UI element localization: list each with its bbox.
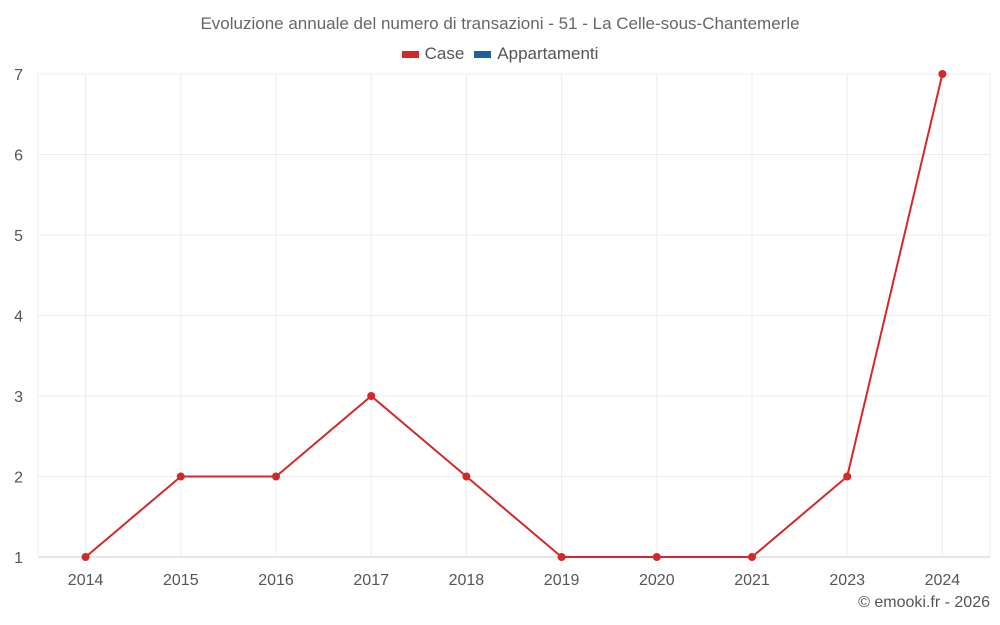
y-tick-label: 7 [14, 67, 23, 84]
legend-label-case: Case [424, 44, 465, 63]
x-tick-label: 2018 [449, 572, 485, 589]
credit-text: © emooki.fr - 2026 [858, 594, 990, 611]
legend-item-appartamenti[interactable]: Appartamenti [474, 44, 598, 64]
data-point [557, 553, 566, 561]
data-point [272, 472, 280, 481]
x-tick-label: 2014 [68, 572, 104, 589]
legend-item-case[interactable]: Case [401, 44, 465, 64]
x-tick-label: 2024 [925, 572, 961, 589]
data-point [938, 70, 947, 78]
legend: Case Appartamenti [0, 44, 1000, 64]
series-line-case [84, 73, 944, 558]
x-tick-label: 2021 [734, 572, 770, 589]
data-point [81, 553, 90, 561]
legend-swatch-appartamenti [474, 50, 492, 58]
legend-swatch-case [401, 50, 419, 58]
x-tick-label: 2020 [639, 572, 675, 589]
x-tick-label: 2016 [258, 572, 294, 589]
x-tick-label: 2015 [163, 572, 199, 589]
data-point [367, 392, 376, 400]
data-point [462, 472, 471, 481]
chart-title: Evoluzione annuale del numero di transaz… [200, 14, 800, 33]
legend-label-appartamenti: Appartamenti [497, 44, 599, 63]
data-point [843, 472, 852, 481]
y-tick-label: 2 [14, 470, 23, 487]
y-tick-label: 4 [14, 309, 23, 326]
x-tick-label: 2019 [544, 572, 580, 589]
y-tick-label: 1 [14, 550, 23, 567]
x-tick-label: 2023 [829, 572, 865, 589]
data-point [176, 472, 185, 481]
x-tick-label: 2017 [353, 572, 389, 589]
y-tick-label: 3 [14, 389, 23, 406]
data-point [748, 553, 756, 561]
y-tick-label: 5 [14, 228, 23, 245]
data-point [652, 553, 661, 561]
y-tick-label: 6 [14, 148, 23, 165]
